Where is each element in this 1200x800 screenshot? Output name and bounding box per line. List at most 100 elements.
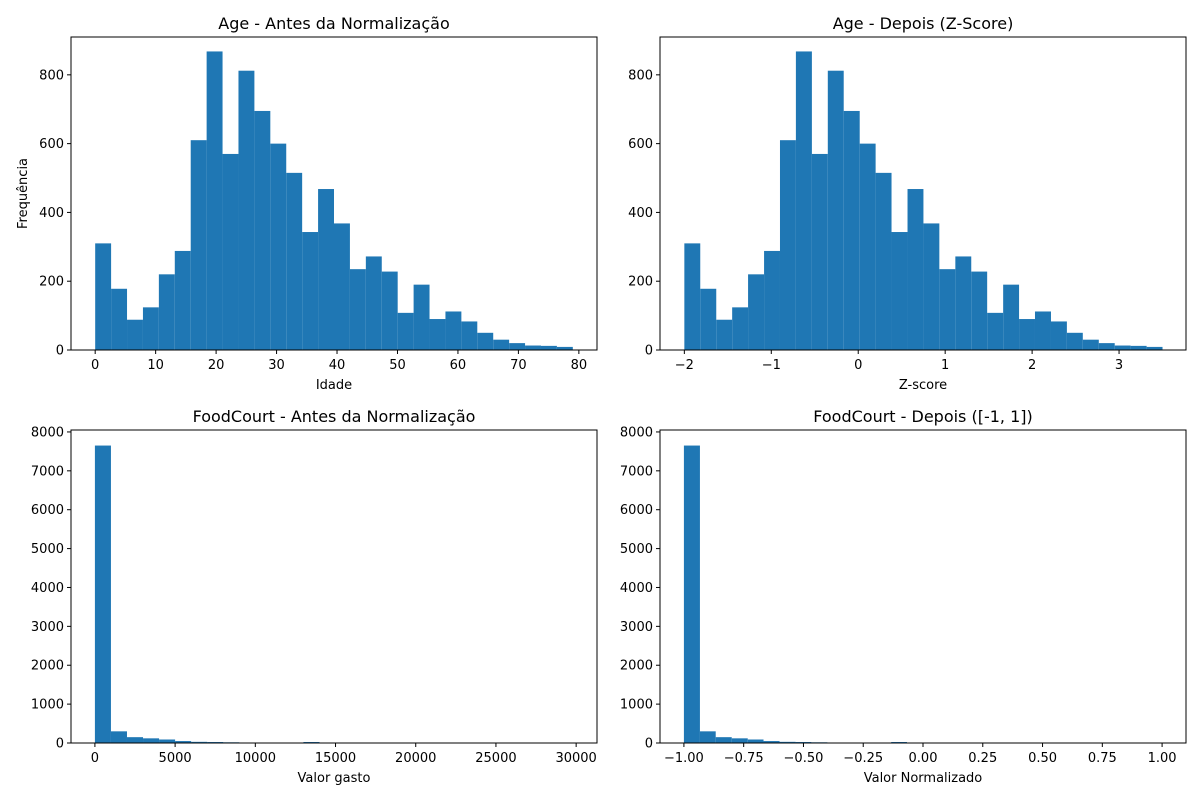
x-tick-label: −1 xyxy=(762,358,781,373)
x-tick-label: 1 xyxy=(941,358,949,373)
x-tick-label: −1.00 xyxy=(664,751,704,766)
x-tick-label: 0 xyxy=(91,358,99,373)
histogram-bar xyxy=(779,140,796,350)
histogram-bar xyxy=(875,172,892,350)
x-tick-label: 10 xyxy=(147,358,164,373)
x-tick-label: 50 xyxy=(389,358,406,373)
x-tick-label: 20 xyxy=(208,358,225,373)
histogram-bar xyxy=(684,243,701,350)
histogram-bar xyxy=(94,445,111,743)
x-tick-label: 60 xyxy=(450,358,467,373)
histogram-bar xyxy=(254,110,271,350)
histogram-bar xyxy=(1082,339,1099,350)
histogram-bar xyxy=(700,288,717,350)
y-tick-label: 800 xyxy=(39,68,64,83)
histogram-bar xyxy=(715,737,732,743)
histogram-bar xyxy=(827,70,844,350)
histogram-bar xyxy=(939,269,956,350)
x-tick-label: 40 xyxy=(329,358,346,373)
histogram-bar xyxy=(525,345,541,350)
y-tick-label: 2000 xyxy=(31,659,64,674)
histogram-bar xyxy=(413,284,430,350)
histogram-bar xyxy=(110,731,127,743)
histogram-bar xyxy=(795,51,812,350)
histogram-bar xyxy=(763,741,780,743)
histogram-bar xyxy=(1146,346,1163,350)
histogram-bar xyxy=(175,741,192,743)
y-tick-label: 5000 xyxy=(31,542,64,557)
x-tick-label: 3 xyxy=(1115,358,1123,373)
histogram-bar xyxy=(174,250,191,350)
histogram-bar xyxy=(206,51,223,350)
x-tick-label: 0.25 xyxy=(968,751,997,766)
x-axis-label: Idade xyxy=(316,378,352,393)
chart-panel-foodcourt-before: 0 5000 10000 15000 20000 25000 30000 0 1000 2000 3… xyxy=(31,407,598,786)
histogram-bar xyxy=(699,731,716,743)
histogram-bar xyxy=(1114,345,1131,350)
histogram-bar xyxy=(127,319,143,350)
histogram-bar xyxy=(987,312,1004,350)
y-tick-label: 6000 xyxy=(31,503,64,518)
histogram-bar xyxy=(843,110,860,350)
chart-title: Age - Antes da Normalização xyxy=(218,14,450,33)
x-tick-label: −2 xyxy=(675,358,694,373)
y-tick-label: 3000 xyxy=(620,620,653,635)
histogram-bar xyxy=(811,153,828,350)
x-tick-label: 15000 xyxy=(315,751,356,766)
x-tick-label: 0.50 xyxy=(1028,751,1057,766)
x-tick-label: 5000 xyxy=(159,751,192,766)
histogram-bar xyxy=(159,739,176,743)
histogram-bar xyxy=(747,739,764,743)
histogram-bar xyxy=(859,143,876,350)
y-tick-label: 600 xyxy=(628,137,653,152)
histogram-bar xyxy=(891,232,908,350)
histogram-bar xyxy=(907,189,924,350)
histogram-bar xyxy=(1034,311,1051,350)
y-tick-label: 400 xyxy=(628,206,653,221)
histogram-bar xyxy=(1130,345,1147,350)
histogram-bar xyxy=(923,223,940,350)
histogram-bar xyxy=(971,271,988,350)
y-tick-label: 0 xyxy=(56,344,64,359)
histogram-bar xyxy=(111,288,128,350)
histogram-bar xyxy=(365,256,382,350)
y-tick-label: 5000 xyxy=(620,542,653,557)
histogram-bar xyxy=(191,741,208,743)
histogram-bar xyxy=(95,243,112,350)
histogram-bar xyxy=(1019,319,1035,350)
histogram-bar xyxy=(477,332,494,350)
y-tick-label: 4000 xyxy=(31,581,64,596)
y-tick-label: 8000 xyxy=(31,425,64,440)
y-tick-label: 4000 xyxy=(620,581,653,596)
histogram-bar xyxy=(238,70,255,350)
y-tick-label: 2000 xyxy=(620,659,653,674)
y-axis-label: Frequência xyxy=(16,158,31,229)
x-tick-label: 2 xyxy=(1028,358,1036,373)
y-tick-label: 1000 xyxy=(620,698,653,713)
x-tick-label: 0.00 xyxy=(909,751,938,766)
histogram-bar xyxy=(445,311,462,350)
chart-panel-age-after: −2 −1 0 1 2 3 0 200 400 600 800 Age - Depois (Z-Sco… xyxy=(628,14,1187,393)
chart-title: FoodCourt - Depois ([-1, 1]) xyxy=(813,407,1033,426)
histogram-bar xyxy=(222,153,239,350)
x-tick-label: 0 xyxy=(91,751,99,766)
histogram-bar xyxy=(190,140,207,350)
y-tick-label: 6000 xyxy=(620,503,653,518)
x-tick-label: 30000 xyxy=(555,751,596,766)
histogram-bar xyxy=(397,312,414,350)
x-tick-label: −0.50 xyxy=(784,751,824,766)
x-tick-label: 70 xyxy=(510,358,527,373)
x-tick-label: 80 xyxy=(571,358,588,373)
x-tick-label: 20000 xyxy=(395,751,436,766)
x-tick-label: −0.25 xyxy=(843,751,883,766)
y-tick-label: 600 xyxy=(39,137,64,152)
histogram-bar xyxy=(334,223,350,350)
y-tick-label: 1000 xyxy=(31,698,64,713)
x-tick-label: 1.00 xyxy=(1148,751,1177,766)
y-tick-label: 0 xyxy=(645,737,653,752)
histogram-bar xyxy=(955,256,972,350)
axes-frame xyxy=(70,429,598,744)
histogram-bar xyxy=(158,274,175,350)
